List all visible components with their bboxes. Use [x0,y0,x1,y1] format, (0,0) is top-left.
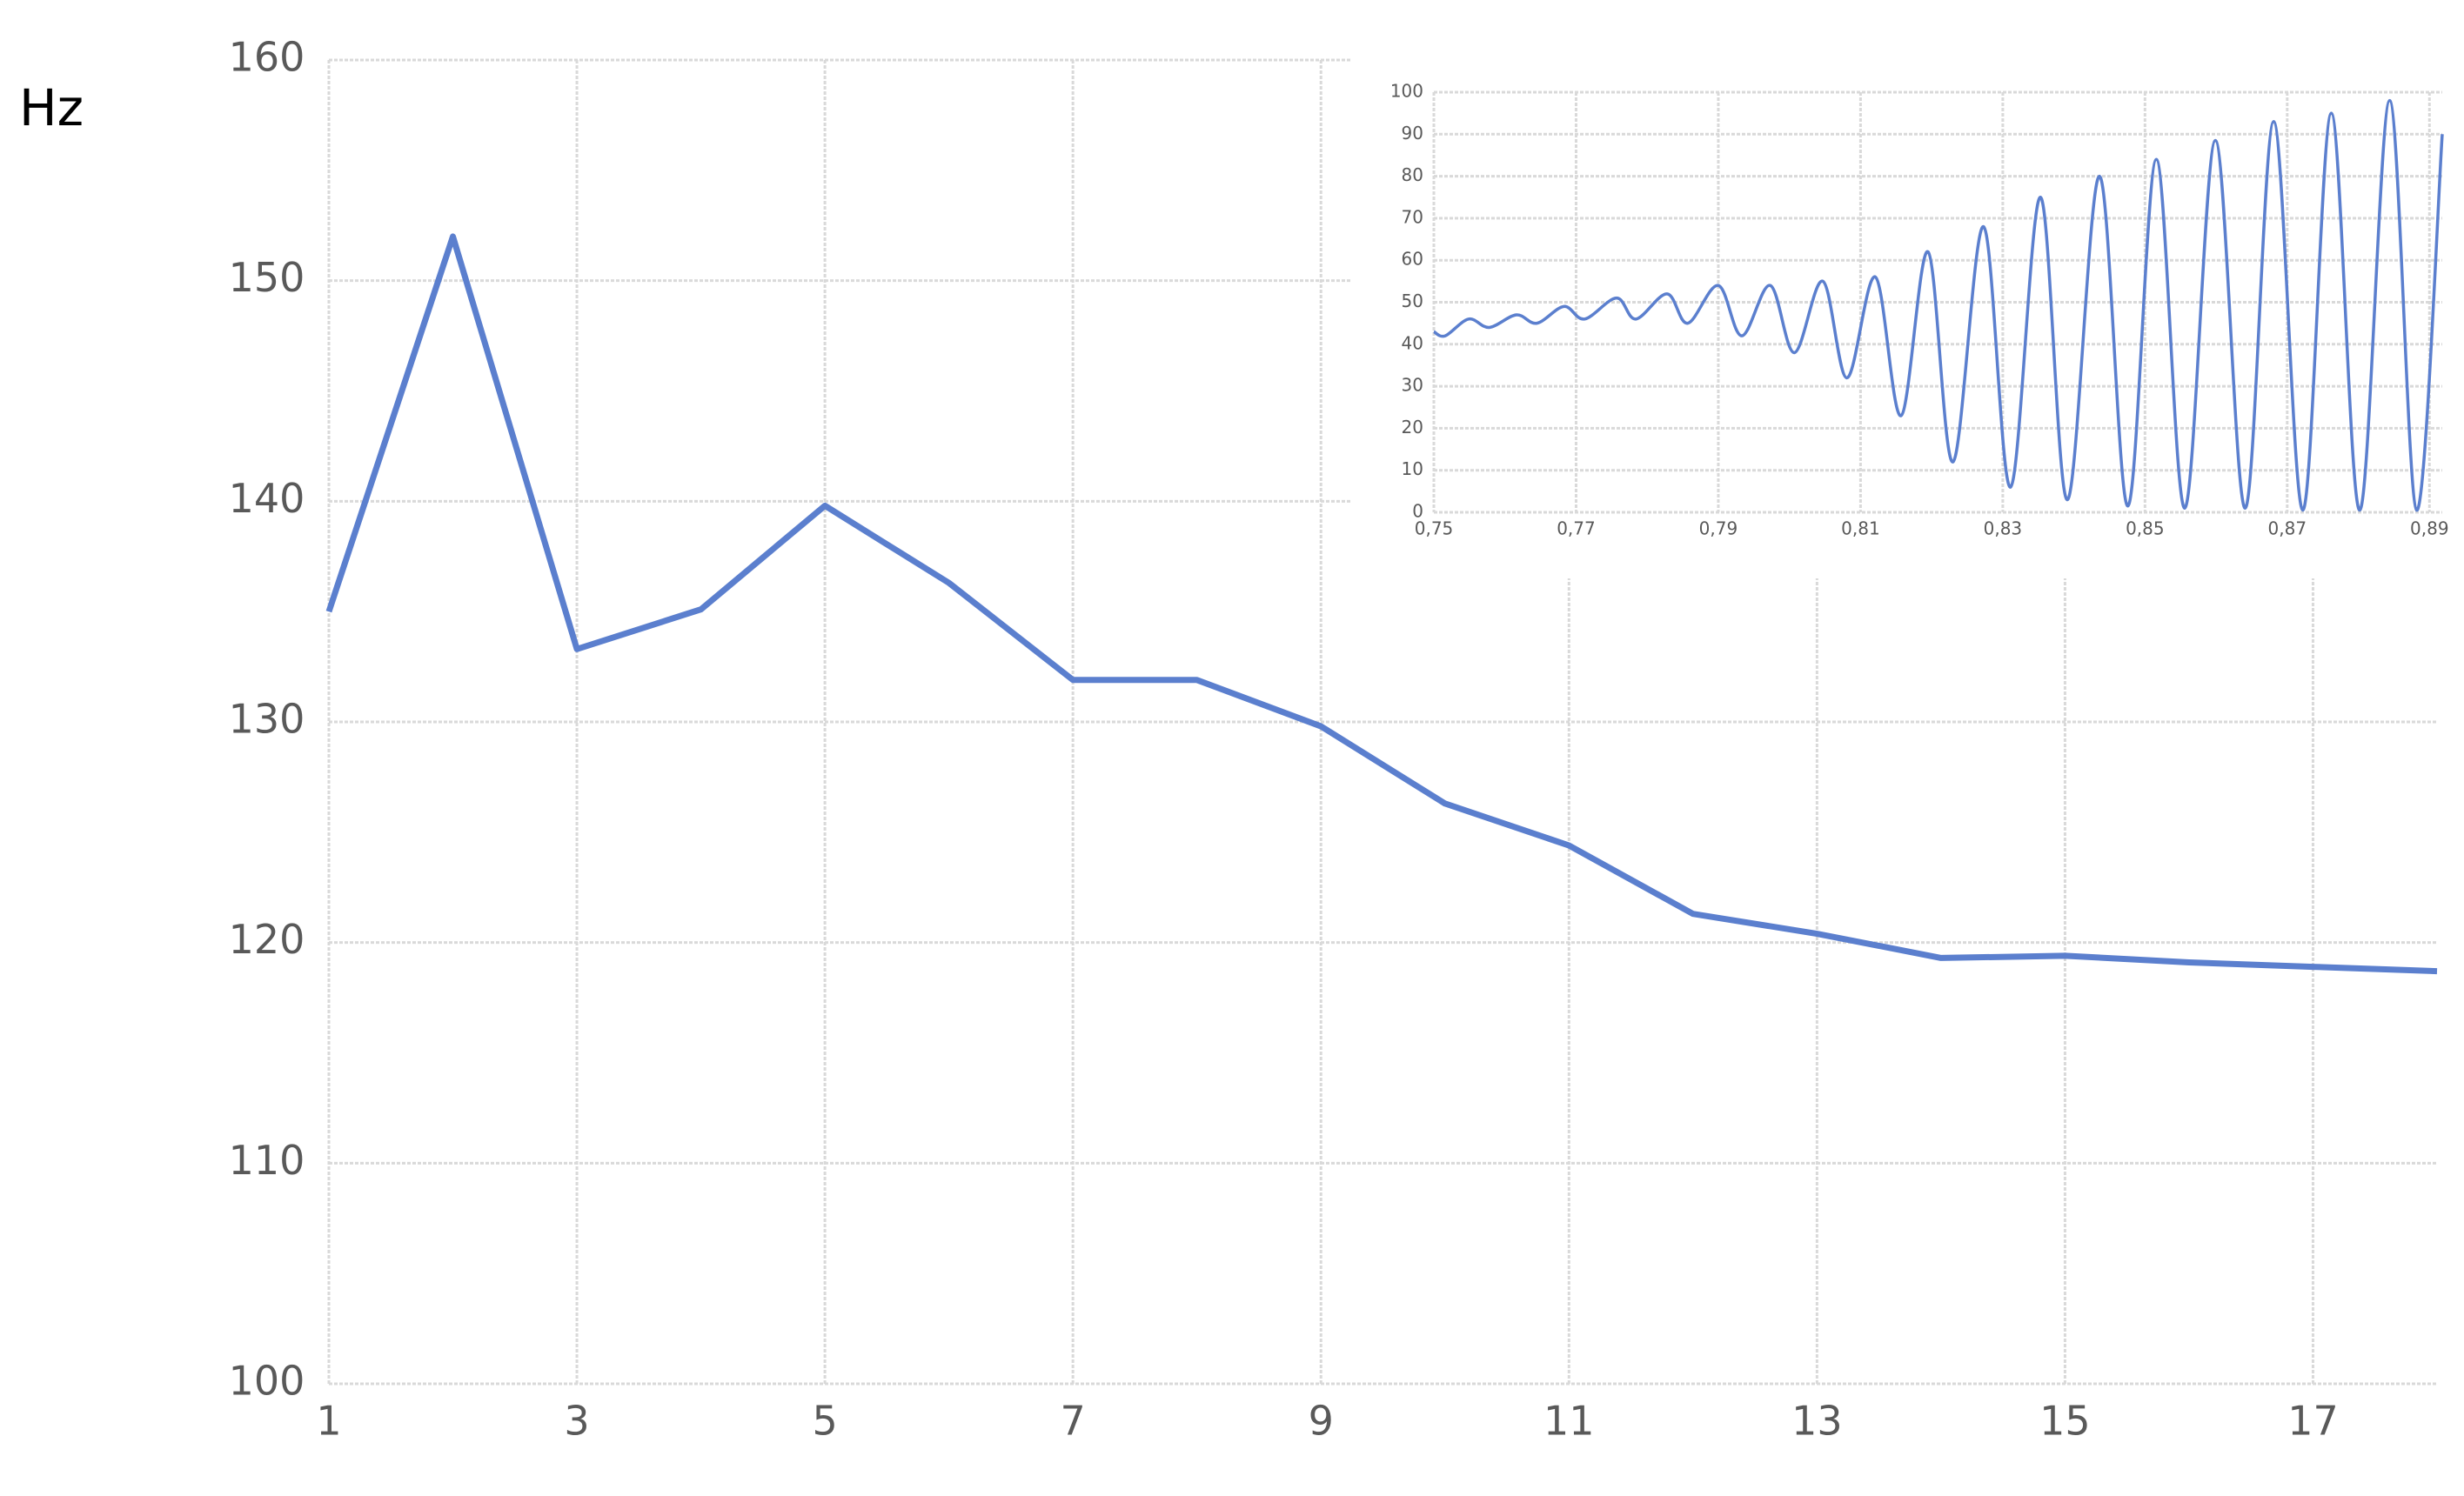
data-line [1433,98,2444,512]
y-tick-label: 70 [1402,206,1423,227]
x-tick-label: 3 [564,1398,589,1445]
x-tick-label: 0,83 [1984,518,2023,539]
y-tick-label: 110 [229,1137,305,1184]
y-tick-label: 100 [1390,81,1423,102]
y-tick-label: 10 [1402,458,1423,479]
y-tick-label: 60 [1402,249,1423,270]
y-tick-label: 30 [1402,375,1423,396]
x-tick-label: 1 [316,1398,341,1445]
y-tick-label: 160 [229,34,305,81]
x-tick-label: 0,81 [1841,518,1880,539]
data-line [325,233,2438,975]
y-tick-label: 20 [1402,417,1423,437]
x-tick-label: 5 [812,1398,837,1445]
x-tick-label: 0,75 [1415,518,1454,539]
x-tick-label: 0,87 [2268,518,2307,539]
x-tick-label: 0,85 [2126,518,2165,539]
y-tick-label: 50 [1402,291,1423,311]
x-tick-label: 0,79 [1699,518,1738,539]
x-tick-label: 0,77 [1557,518,1596,539]
x-tick-label: 0,89 [2410,518,2449,539]
y-tick-label: 130 [229,696,305,743]
y-tick-label: 140 [229,475,305,522]
x-tick-label: 15 [2039,1398,2091,1445]
y-tick-label: 0 [1412,501,1423,522]
y-axis-label: Hz [19,78,84,137]
x-tick-label: 17 [2287,1398,2339,1445]
x-tick-label: 13 [1791,1398,1843,1445]
y-tick-label: 100 [229,1358,305,1405]
y-tick-label: 90 [1402,123,1423,144]
y-tick-label: 150 [229,254,305,301]
x-tick-label: 11 [1543,1398,1595,1445]
y-tick-label: 40 [1402,332,1423,353]
y-tick-label: 120 [229,916,305,963]
y-tick-label: 80 [1402,164,1423,185]
x-tick-label: 7 [1061,1398,1086,1445]
x-tick-label: 9 [1309,1398,1334,1445]
